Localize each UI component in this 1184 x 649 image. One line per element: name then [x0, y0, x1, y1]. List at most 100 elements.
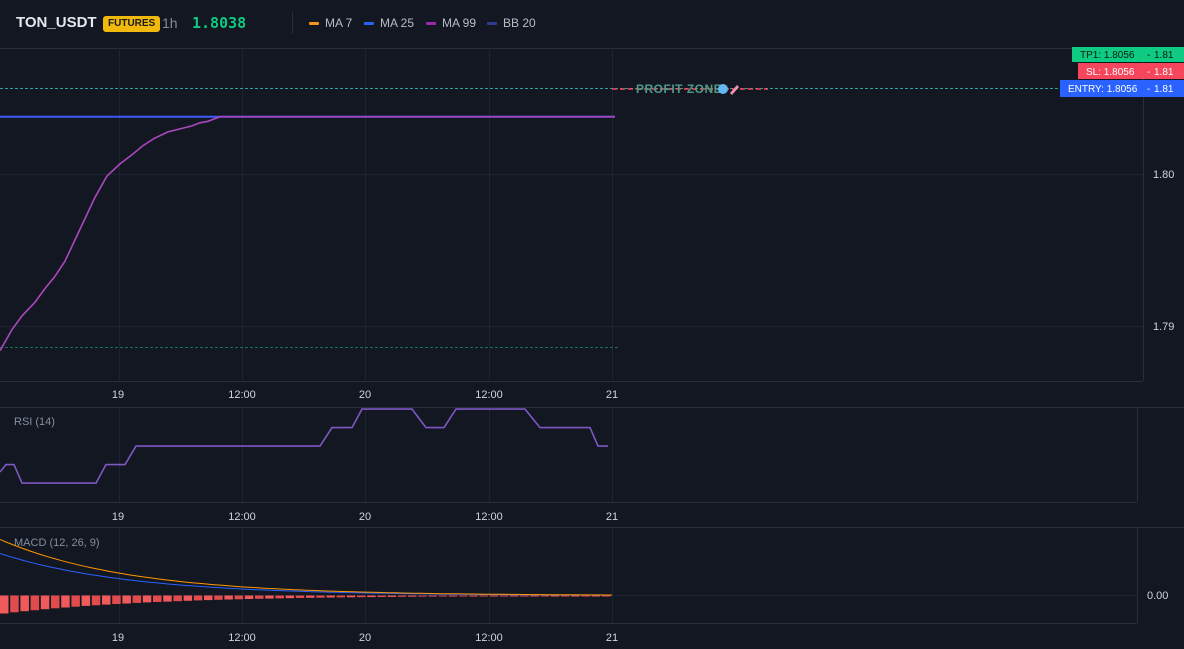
symbol-name[interactable]: TON_USDT [16, 14, 97, 31]
tp-label-price: 1.81 [1154, 50, 1174, 61]
macd-histogram-bar [459, 595, 468, 597]
profit-zone-label: PROFIT ZONE [636, 82, 722, 96]
macd-histogram-bar [438, 595, 448, 597]
macd-histogram-bar [163, 595, 172, 602]
macd-histogram-bar [601, 595, 611, 597]
macd-histogram-bar [306, 595, 315, 598]
rocket-icon [718, 84, 739, 95]
x-tick-label: 21 [606, 389, 618, 401]
macd-histogram-bar [571, 595, 580, 597]
macd-histogram-bar [479, 595, 488, 597]
macd-histogram-bar [295, 595, 305, 598]
x-tick-label: 12:00 [228, 511, 256, 523]
macd-histogram-bar [142, 595, 152, 603]
y-tick-label: 1.80 [1153, 169, 1174, 181]
macd-histogram-bar [265, 595, 274, 599]
x-tick-label: 12:00 [475, 511, 503, 523]
entry-label-text: ENTRY: 1.8056 [1068, 84, 1138, 95]
macd-histogram-bar [61, 595, 70, 608]
price-label-sl: SL: 1.8056 - 1.81 [1078, 63, 1184, 79]
macd-histogram-bar [183, 595, 193, 601]
macd-histogram-bar [550, 595, 560, 597]
y-tick-label: 1.79 [1153, 321, 1174, 333]
macd-histogram-bar [193, 595, 203, 601]
macd-histogram-bar [530, 595, 539, 597]
macd-histogram-bar [122, 595, 131, 604]
ma99-swatch [426, 21, 436, 25]
ma99-line [0, 115, 615, 352]
macd-histogram-bar [346, 595, 356, 598]
macd-histogram-bar [377, 595, 386, 597]
sl-label-dash: - [1147, 67, 1150, 78]
macd-title: MACD (12, 26, 9) [14, 537, 100, 549]
macd-histogram-bar [316, 595, 325, 598]
macd-histogram-bar [153, 595, 162, 602]
legend-ma99[interactable]: MA 99 [426, 16, 476, 30]
macd-histogram-bar [224, 595, 233, 600]
x-tick-label: 12:00 [228, 389, 256, 401]
macd-histogram-bar [367, 595, 376, 598]
entry-label-price: 1.81 [1154, 84, 1174, 95]
macd-histogram-bar [234, 595, 244, 600]
macd-histogram-bar [71, 595, 80, 607]
macd-histogram-bar [91, 595, 101, 606]
macd-histogram-bar [275, 595, 284, 599]
macd-histogram-bar [418, 595, 427, 597]
price-label-entry: ENTRY: 1.8056 - 1.81 [1060, 80, 1184, 97]
futures-badge: FUTURES [103, 16, 161, 32]
macd-histogram-bar [387, 595, 397, 597]
macd-histogram-bar [581, 595, 590, 597]
macd-histogram-bar [469, 595, 478, 597]
macd-histogram-bar [81, 595, 91, 606]
macd-histogram-bar [336, 595, 346, 598]
macd-histogram-bar [408, 595, 417, 597]
macd-histogram-bar [255, 595, 264, 599]
macd-histogram-bar [30, 595, 40, 611]
macd-histogram-bar [20, 595, 29, 612]
interval-label[interactable]: 1h [162, 15, 178, 31]
last-price: 1.8038 [192, 14, 247, 32]
x-tick-label: 21 [606, 511, 618, 523]
macd-histogram-bar [428, 595, 437, 597]
macd-histogram-bar [397, 595, 407, 597]
macd-histogram-bar [540, 595, 550, 597]
macd-histogram-bar [0, 595, 9, 614]
ma7-swatch [309, 21, 319, 25]
header-divider [292, 12, 293, 34]
macd-histogram [0, 595, 611, 614]
macd-line [0, 539, 612, 596]
x-tick-label: 12:00 [228, 632, 256, 644]
macd-histogram-bar [40, 595, 50, 610]
x-tick-label: 12:00 [475, 389, 503, 401]
macd-histogram-bar [173, 595, 182, 602]
legend-ma25-label: MA 25 [380, 16, 415, 30]
macd-histogram-bar [357, 595, 366, 598]
rsi-title: RSI (14) [14, 416, 55, 428]
macd-histogram-bar [326, 595, 335, 598]
x-tick-label: 19 [112, 632, 124, 644]
chart-header: TON_USDT FUTURES 1h 1.8038 MA 7 MA 25 MA… [0, 0, 1184, 48]
macd-histogram-bar [204, 595, 213, 601]
legend-ma7[interactable]: MA 7 [309, 16, 352, 30]
x-tick-label: 20 [359, 511, 371, 523]
legend-ma7-label: MA 7 [325, 16, 353, 30]
macd-histogram-bar [285, 595, 295, 599]
macd-histogram-bar [112, 595, 121, 604]
rsi-line [0, 408, 608, 484]
macd-histogram-bar [448, 595, 458, 597]
gridlines [0, 48, 1143, 623]
legend-ma25[interactable]: MA 25 [364, 16, 414, 30]
pane-borders [0, 48, 1184, 624]
ma25-swatch [364, 21, 374, 25]
legend-bb20-label: BB 20 [503, 16, 536, 30]
x-tick-label: 20 [359, 389, 371, 401]
x-tick-label: 19 [112, 511, 124, 523]
macd-histogram-bar [102, 595, 111, 605]
macd-histogram-bar [499, 595, 509, 597]
entry-label-dash: - [1147, 84, 1150, 95]
legend-bb20[interactable]: BB 20 [487, 16, 536, 30]
x-tick-label: 12:00 [475, 632, 503, 644]
macd-histogram-bar [132, 595, 142, 603]
macd-signal-line [0, 553, 612, 596]
